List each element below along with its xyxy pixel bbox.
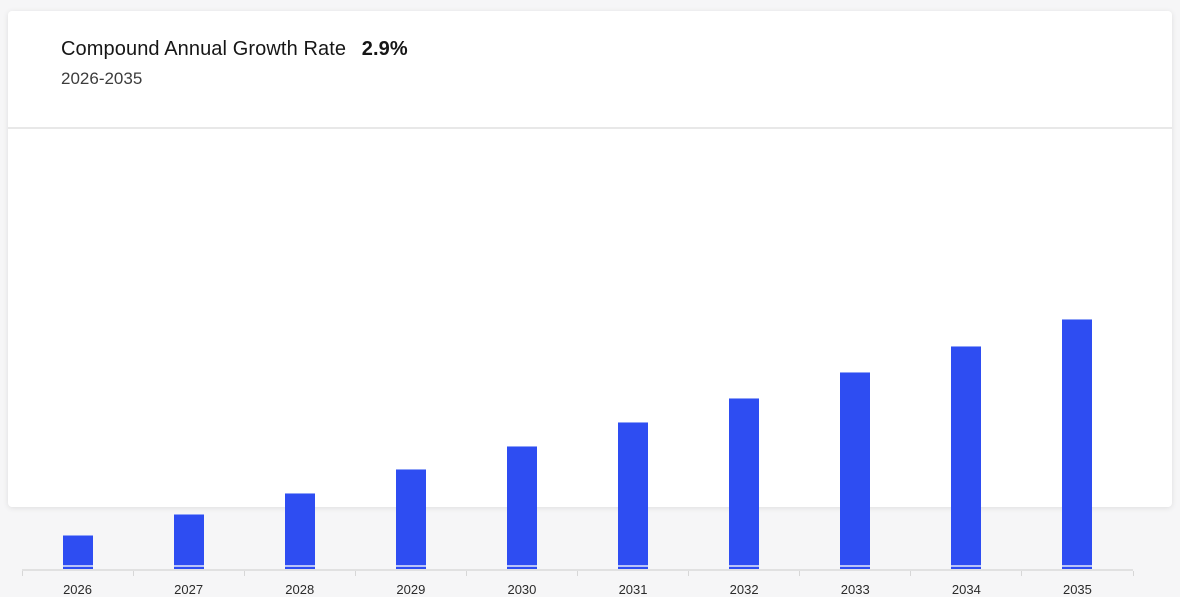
- x-axis-label-2031: 2031: [618, 582, 648, 597]
- bar-2029[interactable]: [395, 469, 426, 569]
- bar-foot-band: [840, 565, 871, 567]
- x-axis-label-2026: 2026: [63, 582, 92, 597]
- chart-area: 2026 2027 2028 2029 2030 2031 2032 2033 2034 2035: [8, 129, 1172, 597]
- bar-foot-band: [618, 565, 649, 567]
- axis-tick: [910, 571, 912, 576]
- bar-foot-band: [173, 565, 204, 567]
- bar-foot-band: [729, 565, 760, 567]
- chart-title: Compound Annual Growth Rate: [61, 38, 347, 60]
- axis-tick: [1021, 571, 1023, 576]
- axis-tick: [799, 571, 801, 576]
- x-axis-label-2027: 2027: [174, 582, 204, 597]
- bar-2034[interactable]: [951, 345, 982, 569]
- plot-area: 2026 2027 2028 2029 2030 2031 2032 2033 2034 2035: [21, 129, 1134, 597]
- x-axis-label-2033: 2033: [840, 582, 870, 597]
- bar-foot-band: [62, 565, 93, 567]
- bar-foot-band: [284, 565, 315, 567]
- bar-2028[interactable]: [284, 492, 315, 569]
- bar-foot-band: [1062, 565, 1093, 567]
- bar-2033[interactable]: [840, 372, 871, 569]
- axis-tick: [1132, 571, 1134, 576]
- bar-2032[interactable]: [729, 397, 760, 569]
- bar-2031[interactable]: [618, 422, 649, 569]
- x-axis-label-2030: 2030: [507, 582, 537, 597]
- axis-tick: [243, 571, 245, 576]
- bar-2035[interactable]: [1062, 318, 1093, 569]
- axis-tick: [577, 571, 578, 576]
- cagr-value: 2.9%: [361, 38, 408, 60]
- x-axis-label-2035: 2035: [1062, 582, 1092, 597]
- chart-period: 2026-2035: [61, 69, 143, 88]
- x-axis-label-2034: 2034: [951, 582, 981, 597]
- bar-foot-band: [951, 565, 982, 567]
- bar-2026[interactable]: [62, 535, 93, 569]
- x-axis-label-2029: 2029: [396, 582, 426, 597]
- header-divider: [8, 127, 1172, 129]
- axis-tick: [688, 571, 690, 576]
- chart-title-row: Compound Annual Growth Rate 2.9%: [61, 38, 1132, 61]
- bar-2027[interactable]: [173, 514, 204, 569]
- x-axis-label-2028: 2028: [285, 582, 315, 597]
- chart-card: Compound Annual Growth Rate 2.9% 2026-20…: [8, 11, 1172, 597]
- bar-2030[interactable]: [506, 445, 537, 569]
- axis-tick: [465, 571, 467, 576]
- axis-tick: [21, 571, 23, 576]
- axis-tick: [132, 571, 134, 576]
- x-axis-label-2032: 2032: [729, 582, 759, 597]
- axis-tick: [354, 571, 356, 576]
- bar-foot-band: [506, 565, 537, 567]
- bar-foot-band: [395, 565, 426, 567]
- chart-header: Compound Annual Growth Rate 2.9% 2026-20…: [61, 38, 1132, 89]
